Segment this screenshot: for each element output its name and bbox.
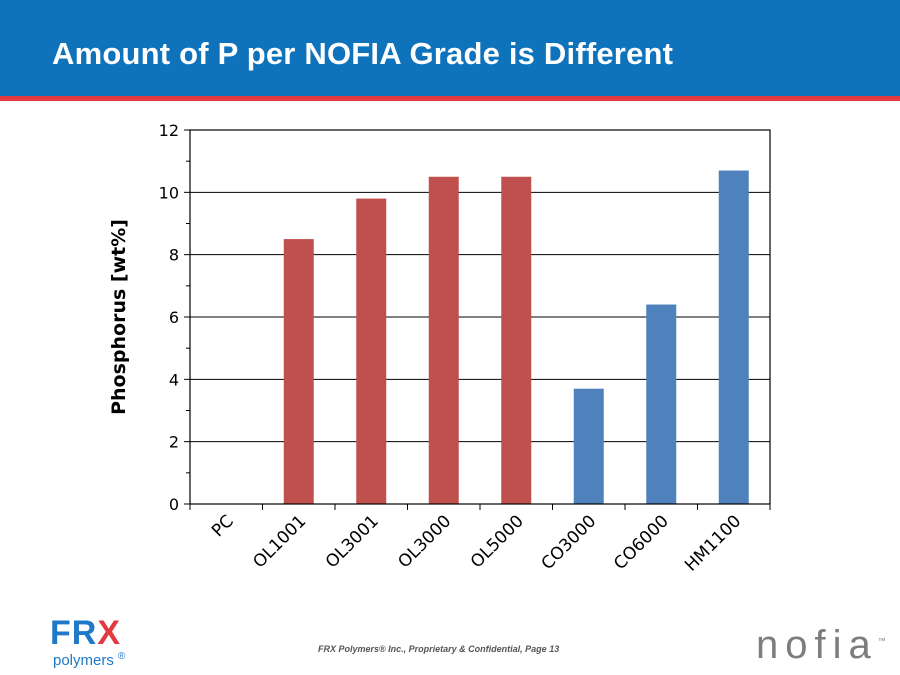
x-tick-label: OL1001 xyxy=(249,511,310,572)
x-tick-label: OL5000 xyxy=(467,511,528,572)
header-stripe xyxy=(0,96,900,101)
frx-logo-mark: FRX xyxy=(50,614,122,652)
frx-logo-subtitle: polymers ® xyxy=(53,651,126,669)
bar-ol1001 xyxy=(283,239,314,505)
y-tick-label: 10 xyxy=(159,183,179,202)
frx-polymers-logo: FRX polymers ® xyxy=(50,614,126,670)
bar-ol3000 xyxy=(428,176,459,504)
x-tick-label: OL3001 xyxy=(322,511,383,572)
y-tick-label: 2 xyxy=(169,433,179,452)
bar-co6000 xyxy=(646,304,677,504)
y-axis-title: Phosphorus [wt%] xyxy=(108,219,130,415)
slide-title: Amount of P per NOFIA Grade is Different xyxy=(52,36,674,71)
x-tick-label: HM1100 xyxy=(681,511,745,575)
x-tick-label: CO6000 xyxy=(610,511,673,574)
x-tick-label: OL3000 xyxy=(394,511,455,572)
bar-ol3001 xyxy=(356,198,387,505)
x-tick-label: PC xyxy=(208,511,238,541)
y-tick-label: 0 xyxy=(169,495,179,514)
bar-co3000 xyxy=(573,388,604,504)
y-tick-label: 12 xyxy=(159,121,179,140)
y-tick-label: 6 xyxy=(169,308,179,327)
nofia-logo-mark: nofia™ xyxy=(756,623,886,668)
bar-hm1100 xyxy=(718,170,749,504)
nofia-logo: nofia™ xyxy=(756,622,886,665)
header-bar xyxy=(0,0,900,96)
footer-text: FRX Polymers® Inc., Proprietary & Confid… xyxy=(318,644,560,654)
x-tick-label: CO3000 xyxy=(538,511,601,574)
bar-ol5000 xyxy=(501,176,532,504)
y-tick-label: 8 xyxy=(169,246,179,265)
y-tick-label: 4 xyxy=(169,370,179,389)
